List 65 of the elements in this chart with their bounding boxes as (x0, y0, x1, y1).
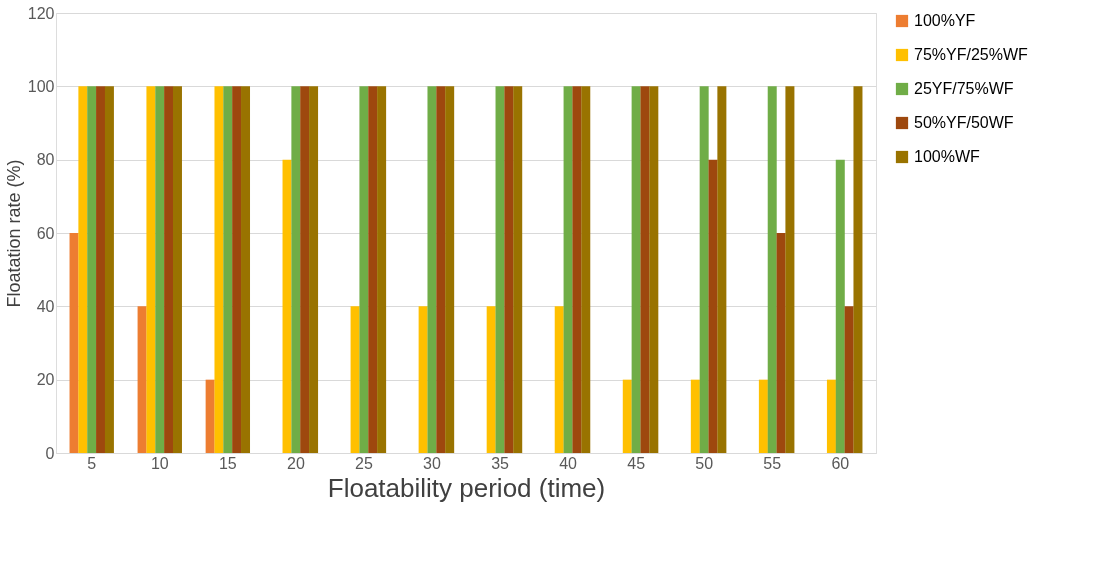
y-tick-label: 0 (45, 444, 55, 462)
x-tick-label: 55 (763, 454, 782, 472)
legend-label: 75%YF/25%WF (914, 46, 1029, 63)
legend-label: 50%YF/50WF (914, 114, 1014, 131)
y-tick-label: 60 (36, 224, 55, 242)
x-tick-label: 5 (87, 454, 97, 472)
x-tick-label: 35 (491, 454, 510, 472)
bar (78, 86, 88, 453)
legend-label: 100%WF (914, 148, 981, 165)
y-tick-label: 100 (27, 77, 55, 95)
bar (572, 86, 582, 453)
x-tick-label: 40 (559, 454, 578, 472)
bar (164, 86, 174, 453)
bar (717, 86, 727, 453)
bar (359, 86, 369, 453)
bar (504, 86, 514, 453)
bar (826, 379, 836, 453)
y-tick-label: 120 (27, 4, 55, 22)
bar (767, 86, 777, 453)
bar (445, 86, 455, 453)
bar (513, 86, 523, 453)
bar (146, 86, 156, 453)
x-tick-label: 50 (695, 454, 714, 472)
bar (436, 86, 446, 453)
x-tick-label: 20 (286, 454, 305, 472)
bar (172, 86, 182, 453)
y-axis-title: Floatation rate (%) (3, 159, 24, 308)
bar (640, 86, 650, 453)
bar (581, 86, 591, 453)
bar (699, 86, 709, 453)
bar (554, 306, 564, 453)
bar (232, 86, 242, 453)
bar (155, 86, 165, 453)
bar (368, 86, 378, 453)
x-tick-label: 15 (218, 454, 237, 472)
x-tick-label: 25 (355, 454, 373, 472)
bar (785, 86, 795, 453)
bar (427, 86, 437, 453)
bar (291, 86, 301, 453)
bar (690, 379, 700, 453)
bar (300, 86, 310, 453)
bar (486, 306, 496, 453)
bar (241, 86, 251, 453)
bar (835, 159, 845, 453)
y-tick-label: 40 (36, 297, 55, 315)
x-tick-label: 60 (831, 454, 850, 472)
y-tick-label: 80 (36, 151, 55, 169)
x-tick-label: 10 (150, 454, 169, 472)
y-tick-label: 20 (36, 371, 55, 389)
bar (214, 86, 224, 453)
bar (649, 86, 659, 453)
bar (87, 86, 97, 453)
bar (309, 86, 319, 453)
x-axis-title: Floatability period (time) (327, 472, 606, 503)
bar (96, 86, 106, 453)
legend-label: 25YF/75%WF (914, 80, 1014, 97)
bar (853, 86, 863, 453)
bar (622, 379, 632, 453)
x-tick-label: 30 (423, 454, 441, 472)
bar (758, 379, 768, 453)
legend-label: 100%YF (914, 12, 976, 29)
bar (223, 86, 233, 453)
bar (377, 86, 387, 453)
x-tick-label: 45 (627, 454, 646, 472)
bar (104, 86, 114, 453)
